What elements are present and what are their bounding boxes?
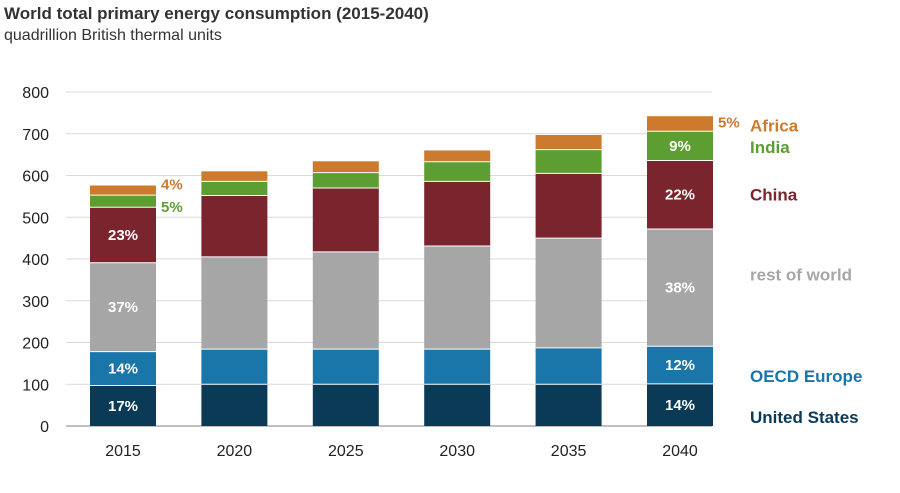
bar-africa-2030: [424, 150, 491, 162]
y-tick-label-500: 500: [22, 210, 49, 227]
bar-india-2035: [535, 149, 602, 174]
bar-oecd-europe-2040: [647, 346, 713, 384]
bar-united-states-2015: [90, 385, 156, 426]
legend-africa: Africa: [750, 117, 799, 136]
bar-india-2030: [424, 161, 491, 182]
legend-india: India: [750, 138, 790, 157]
bar-china-2035: [535, 173, 602, 239]
bar-africa-2015: [90, 185, 156, 196]
legend-china: China: [750, 186, 798, 205]
x-tick-label-2020: 2020: [217, 443, 253, 460]
data-label-united-states-2040: 14%: [665, 397, 695, 414]
bar-china-2015: [90, 207, 156, 263]
bar-oecd-europe-2030: [424, 349, 491, 385]
bar-rest-of-world-2015: [90, 262, 156, 352]
bar-rest-of-world-2040: [647, 228, 713, 347]
data-label-united-states-2015: 17%: [108, 398, 138, 415]
bar-india-2025: [312, 172, 379, 189]
y-tick-label-400: 400: [22, 252, 49, 269]
bar-united-states-2040: [647, 383, 713, 426]
bar-rest-of-world-2030: [424, 246, 491, 350]
y-tick-label-300: 300: [22, 294, 49, 311]
bar-rest-of-world-2035: [535, 238, 602, 348]
bar-united-states-2020: [201, 384, 268, 426]
bar-africa-2040: [647, 116, 713, 132]
y-tick-label-100: 100: [22, 377, 49, 394]
data-labels: 17% 14% 37% 23% 14% 12% 38% 22% 9% 4% 5% 5%: [108, 115, 740, 415]
bar-rest-of-world-2025: [312, 251, 379, 350]
y-tick-label-600: 600: [22, 169, 49, 186]
legend: United States OECD Europe rest of world Chi…: [750, 117, 862, 427]
bar-united-states-2035: [535, 384, 602, 426]
bar-oecd-europe-2035: [535, 347, 602, 385]
bar-united-states-2030: [424, 384, 491, 426]
y-tick-label-800: 800: [22, 85, 49, 102]
bar-china-2025: [312, 188, 379, 252]
data-label-china-2040: 22%: [665, 187, 695, 204]
side-label-africa-2015: 4%: [161, 176, 183, 193]
side-label-india-2015: 5%: [161, 199, 183, 216]
y-axis-ticks: 0 100 200 300 400 500 600 700 800: [22, 85, 49, 436]
bar-india-2040: [647, 131, 713, 161]
bar-rest-of-world-2020: [201, 256, 268, 350]
bar-oecd-europe-2025: [312, 349, 379, 385]
x-axis-ticks: 2015 2020 2025 2030 2035 2040: [105, 443, 698, 460]
bar-oecd-europe-2015: [90, 351, 156, 386]
bar-africa-2020: [201, 171, 268, 182]
data-label-rest-of-world-2040: 38%: [665, 280, 695, 297]
chart-subtitle: quadrillion British thermal units: [4, 27, 222, 44]
side-label-africa-2040: 5%: [718, 115, 740, 132]
bar-africa-2025: [312, 161, 379, 173]
bar-india-2015: [90, 195, 156, 208]
legend-united-states: United States: [750, 408, 859, 427]
y-tick-label-0: 0: [40, 419, 49, 436]
legend-rest-of-world: rest of world: [750, 266, 852, 285]
data-label-oecd-europe-2040: 12%: [665, 357, 695, 374]
x-tick-label-2035: 2035: [551, 443, 587, 460]
bar-africa-2035: [535, 135, 602, 150]
data-label-rest-of-world-2015: 37%: [108, 299, 138, 316]
bar-china-2040: [647, 160, 713, 229]
x-tick-label-2040: 2040: [662, 443, 698, 460]
bar-china-2030: [424, 181, 491, 247]
y-tick-label-700: 700: [22, 127, 49, 144]
bar-china-2020: [201, 195, 268, 257]
x-tick-label-2015: 2015: [105, 443, 141, 460]
bars: [90, 116, 713, 426]
bar-united-states-2025: [312, 384, 379, 426]
gridlines: [66, 91, 712, 427]
x-tick-label-2025: 2025: [328, 443, 364, 460]
y-tick-label-200: 200: [22, 336, 49, 353]
chart-title: World total primary energy consumption (…: [4, 4, 429, 23]
x-tick-label-2030: 2030: [439, 443, 475, 460]
legend-oecd-europe: OECD Europe: [750, 367, 862, 386]
data-label-china-2015: 23%: [108, 227, 138, 244]
data-label-india-2040: 9%: [669, 138, 691, 155]
bar-oecd-europe-2020: [201, 349, 268, 385]
data-label-oecd-europe-2015: 14%: [108, 361, 138, 378]
bar-india-2020: [201, 181, 268, 196]
